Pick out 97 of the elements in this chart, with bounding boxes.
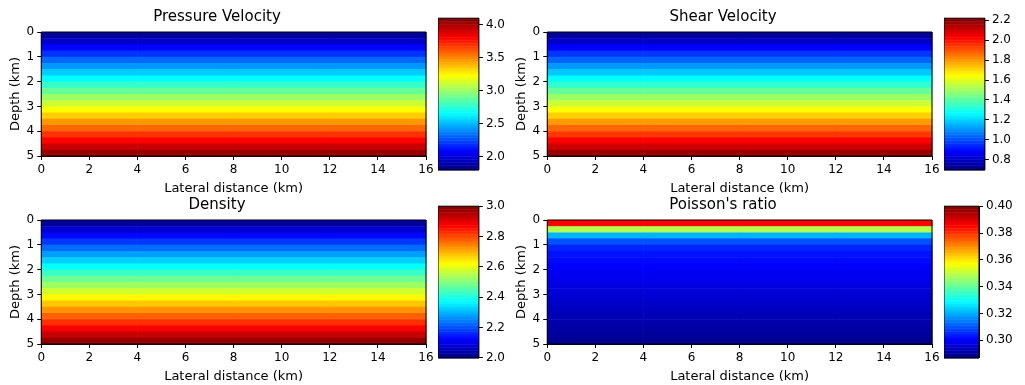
y-tick-label: 1: [26, 236, 35, 251]
color-bar-label: 2.0: [485, 349, 506, 364]
color-bar-label: 2.0: [485, 148, 506, 163]
color-bar-label: 0.40: [986, 198, 1013, 213]
chart-title: Shear Velocity: [669, 6, 777, 25]
color-bar-label: 2.5: [485, 115, 506, 130]
x-tick-label: 16: [924, 350, 940, 365]
y-tick-label: 4: [532, 123, 541, 138]
x-tick-label: 2: [591, 162, 600, 177]
color-bar-label: 2.6: [485, 258, 506, 273]
x-tick-label: 6: [687, 350, 696, 365]
y-tick-label: 5: [26, 336, 35, 351]
x-tick-label: 16: [924, 162, 940, 177]
color-bar-label: 0.8: [991, 151, 1012, 166]
x-tick-label: 14: [370, 350, 386, 365]
color-bar-label: 2.4: [485, 289, 506, 304]
x-tick-label: 4: [639, 162, 648, 177]
x-tick-label: 4: [639, 350, 648, 365]
x-tick-label: 14: [370, 162, 386, 177]
y-tick-label: 5: [532, 336, 541, 351]
y-tick-label: 4: [26, 123, 35, 138]
y-tick-label: 3: [26, 286, 35, 301]
x-tick-label: 0: [543, 350, 552, 365]
x-tick-label: 14: [876, 162, 892, 177]
y-tick-label: 0: [26, 212, 35, 227]
y-tick-label: 2: [532, 73, 541, 88]
x-tick-label: 8: [229, 350, 238, 365]
y-tick-label: 5: [532, 148, 541, 163]
chart-title: Poisson's ratio: [669, 194, 777, 213]
y-tick-label: 5: [26, 148, 35, 163]
x-tick-label: 0: [37, 162, 46, 177]
y-tick-label: 4: [532, 311, 541, 326]
color-bar-label: 3.0: [485, 198, 506, 213]
x-tick-label: 12: [828, 350, 844, 365]
x-tick-label: 8: [735, 350, 744, 365]
color-bar-label: 2.0: [991, 32, 1012, 47]
y-axis-title: Depth (km): [513, 244, 529, 320]
x-axis-title: Lateral distance (km): [164, 367, 304, 383]
y-tick-label: 2: [532, 261, 541, 276]
y-tick-label: 0: [532, 24, 541, 39]
x-tick-label: 0: [37, 350, 46, 365]
x-axis-title: Lateral distance (km): [670, 179, 810, 195]
color-bar-label: 1.8: [991, 52, 1012, 67]
y-tick-label: 3: [532, 98, 541, 113]
color-bar-label: 3.0: [485, 82, 506, 97]
color-bar-label: 2.8: [485, 228, 506, 243]
x-tick-label: 16: [418, 350, 434, 365]
y-tick-label: 2: [26, 261, 35, 276]
y-tick-label: 0: [532, 212, 541, 227]
y-tick-label: 2: [26, 73, 35, 88]
y-tick-label: 1: [26, 48, 35, 63]
x-tick-label: 4: [133, 162, 142, 177]
y-tick-label: 3: [532, 286, 541, 301]
y-axis-title: Depth (km): [7, 244, 23, 320]
x-tick-label: 6: [181, 350, 190, 365]
color-bar-label: 0.30: [986, 332, 1013, 347]
y-axis-title: Depth (km): [7, 56, 23, 132]
x-tick-label: 10: [274, 162, 290, 177]
color-bar-label: 0.38: [986, 225, 1013, 240]
color-bar-label: 1.4: [991, 92, 1012, 107]
color-bar-label: 1.6: [991, 72, 1012, 87]
y-tick-label: 1: [532, 236, 541, 251]
color-bar-label: 3.5: [485, 49, 506, 64]
x-tick-label: 2: [591, 350, 600, 365]
y-tick-label: 3: [26, 98, 35, 113]
chart-title: Density: [188, 194, 246, 213]
x-tick-label: 12: [322, 350, 338, 365]
x-tick-label: 10: [780, 162, 796, 177]
color-bar-label: 0.36: [986, 251, 1013, 266]
x-tick-label: 4: [133, 350, 142, 365]
x-tick-label: 16: [418, 162, 434, 177]
x-axis-title: Lateral distance (km): [164, 179, 304, 195]
x-tick-label: 10: [274, 350, 290, 365]
x-tick-label: 0: [543, 162, 552, 177]
y-axis-title: Depth (km): [513, 56, 529, 132]
color-bar-label: 0.34: [986, 278, 1013, 293]
y-tick-label: 0: [26, 24, 35, 39]
x-tick-label: 2: [85, 350, 94, 365]
x-tick-label: 14: [876, 350, 892, 365]
x-tick-label: 12: [828, 162, 844, 177]
color-bar-label: 2.2: [991, 12, 1012, 27]
x-tick-label: 8: [229, 162, 238, 177]
x-tick-label: 8: [735, 162, 744, 177]
x-tick-label: 6: [687, 162, 696, 177]
x-tick-label: 10: [780, 350, 796, 365]
color-bar-label: 1.0: [991, 132, 1012, 146]
x-tick-label: 6: [181, 162, 190, 177]
y-tick-label: 4: [26, 311, 35, 326]
color-bar-label: 1.2: [991, 112, 1012, 127]
x-axis-title: Lateral distance (km): [670, 367, 810, 383]
x-tick-label: 2: [85, 162, 94, 177]
y-tick-label: 1: [532, 48, 541, 63]
color-bar-label: 0.32: [986, 305, 1013, 320]
color-bar-label: 2.2: [485, 319, 506, 334]
color-bar-label: 4.0: [485, 16, 506, 31]
x-tick-label: 12: [322, 162, 338, 177]
chart-title: Pressure Velocity: [153, 6, 281, 25]
